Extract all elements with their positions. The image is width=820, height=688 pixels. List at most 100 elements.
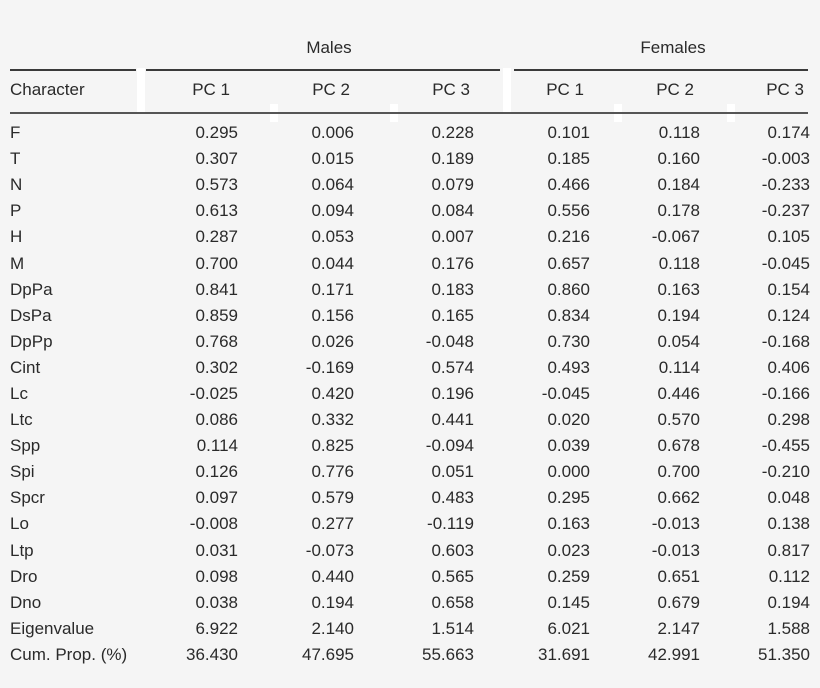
value-cell: 0.613 [195, 201, 238, 221]
value-cell: 0.000 [547, 462, 590, 482]
value-cell: 6.021 [547, 618, 590, 638]
table-row: T 0.307 0.015 0.189 0.185 0.160 -0.003 [0, 146, 810, 172]
value-cell: 0.031 [195, 540, 238, 560]
value-cell: 0.658 [431, 592, 474, 612]
value-cell: 0.118 [658, 123, 700, 143]
value-cell: 0.176 [431, 253, 474, 273]
table-row: F 0.295 0.006 0.228 0.101 0.118 0.174 [0, 120, 810, 146]
value-cell: 0.277 [311, 514, 354, 534]
value-cell: 0.174 [767, 123, 810, 143]
value-cell: -0.237 [761, 201, 810, 221]
value-cell: -0.013 [651, 540, 700, 560]
value-cell: 0.114 [196, 436, 238, 456]
character-cell: Spi [10, 462, 35, 482]
character-cell: M [10, 253, 25, 273]
value-cell: 0.020 [547, 410, 590, 430]
value-cell: 0.124 [767, 305, 810, 325]
group-label-females: Females [640, 38, 706, 57]
table-row: DpPp 0.768 0.026 -0.048 0.730 0.054 -0.168 [0, 329, 810, 355]
character-cell: Spcr [10, 488, 45, 508]
value-cell: 0.579 [311, 488, 354, 508]
value-cell: -0.008 [189, 514, 238, 534]
value-cell: 0.171 [311, 279, 354, 299]
value-cell: -0.025 [189, 383, 238, 403]
value-cell: 0.154 [767, 279, 810, 299]
value-cell: 0.163 [657, 279, 700, 299]
header-separator [137, 68, 145, 112]
table-row: Ltc 0.086 0.332 0.441 0.020 0.570 0.298 [0, 407, 810, 433]
value-cell: 0.094 [311, 201, 354, 221]
value-cell: 0.039 [547, 436, 590, 456]
value-cell: 2.147 [657, 618, 700, 638]
value-cell: -0.119 [427, 514, 474, 534]
value-cell: 0.662 [657, 488, 700, 508]
value-cell: -0.045 [541, 383, 590, 403]
character-cell: Eigenvalue [10, 618, 95, 638]
value-cell: 0.657 [547, 253, 590, 273]
table-row: DsPa 0.859 0.156 0.165 0.834 0.194 0.124 [0, 303, 810, 329]
character-cell: DpPa [10, 279, 53, 299]
value-cell: -0.073 [305, 540, 354, 560]
value-cell: 0.700 [195, 253, 238, 273]
header-character: Character [10, 80, 85, 99]
character-cell: DsPa [10, 305, 52, 325]
value-cell: 47.695 [302, 644, 354, 664]
value-cell: -0.210 [761, 462, 810, 482]
character-cell: Cum. Prop. (%) [10, 644, 128, 664]
value-cell: 0.441 [431, 410, 474, 430]
value-cell: 0.420 [311, 383, 354, 403]
value-cell: 51.350 [758, 644, 810, 664]
table-row: P 0.613 0.094 0.084 0.556 0.178 -0.237 [0, 198, 810, 224]
character-cell: Dro [10, 566, 38, 586]
header-males-pc3: PC 3 [432, 80, 470, 99]
value-cell: 0.160 [657, 149, 700, 169]
value-cell: 0.466 [547, 175, 590, 195]
value-cell: 0.483 [431, 488, 474, 508]
value-cell: 0.817 [767, 540, 810, 560]
value-cell: 0.603 [431, 540, 474, 560]
header-males-pc2: PC 2 [312, 80, 350, 99]
value-cell: 0.446 [657, 383, 700, 403]
value-cell: 36.430 [186, 644, 238, 664]
value-cell: 42.991 [648, 644, 700, 664]
value-cell: 0.570 [657, 410, 700, 430]
character-cell: P [10, 201, 22, 221]
value-cell: 0.118 [658, 253, 700, 273]
character-cell: Dno [10, 592, 42, 612]
value-cell: 2.140 [311, 618, 354, 638]
value-cell: -0.233 [761, 175, 810, 195]
value-cell: 0.259 [547, 566, 590, 586]
value-cell: 0.048 [767, 488, 810, 508]
character-cell: DpPp [10, 331, 53, 351]
character-cell: Spp [10, 436, 41, 456]
group-label-males: Males [306, 38, 352, 57]
value-cell: 0.678 [657, 436, 700, 456]
value-cell: 0.054 [657, 331, 700, 351]
value-cell: 0.196 [431, 383, 474, 403]
value-cell: 0.768 [195, 331, 238, 351]
header-bottom-rule [10, 112, 808, 114]
table-row: DpPa 0.841 0.171 0.183 0.860 0.163 0.154 [0, 277, 810, 303]
value-cell: 0.112 [768, 566, 810, 586]
group-rule-females [514, 69, 808, 71]
value-cell: 0.679 [657, 592, 700, 612]
value-cell: 0.165 [431, 305, 474, 325]
loadings-table: F 0.295 0.006 0.228 0.101 0.118 0.174 T 0.307 0.0… [0, 120, 810, 668]
value-cell: 0.776 [311, 462, 354, 482]
value-cell: 0.700 [657, 462, 700, 482]
value-cell: 0.730 [547, 331, 590, 351]
value-cell: 0.834 [547, 305, 590, 325]
value-cell: 1.514 [431, 618, 474, 638]
value-cell: 0.216 [547, 227, 590, 247]
value-cell: 0.015 [311, 149, 354, 169]
table-row: Spp 0.114 0.825 -0.094 0.039 0.678 -0.455 [0, 433, 810, 459]
table-row: Spcr 0.097 0.579 0.483 0.295 0.662 0.048 [0, 485, 810, 511]
value-cell: 0.023 [547, 540, 590, 560]
header-males-pc1: PC 1 [192, 80, 230, 99]
value-cell: 0.051 [431, 462, 474, 482]
value-cell: 0.565 [431, 566, 474, 586]
value-cell: 1.588 [767, 618, 810, 638]
table-row: Dno 0.038 0.194 0.658 0.145 0.679 0.194 [0, 590, 810, 616]
value-cell: 0.841 [195, 279, 238, 299]
